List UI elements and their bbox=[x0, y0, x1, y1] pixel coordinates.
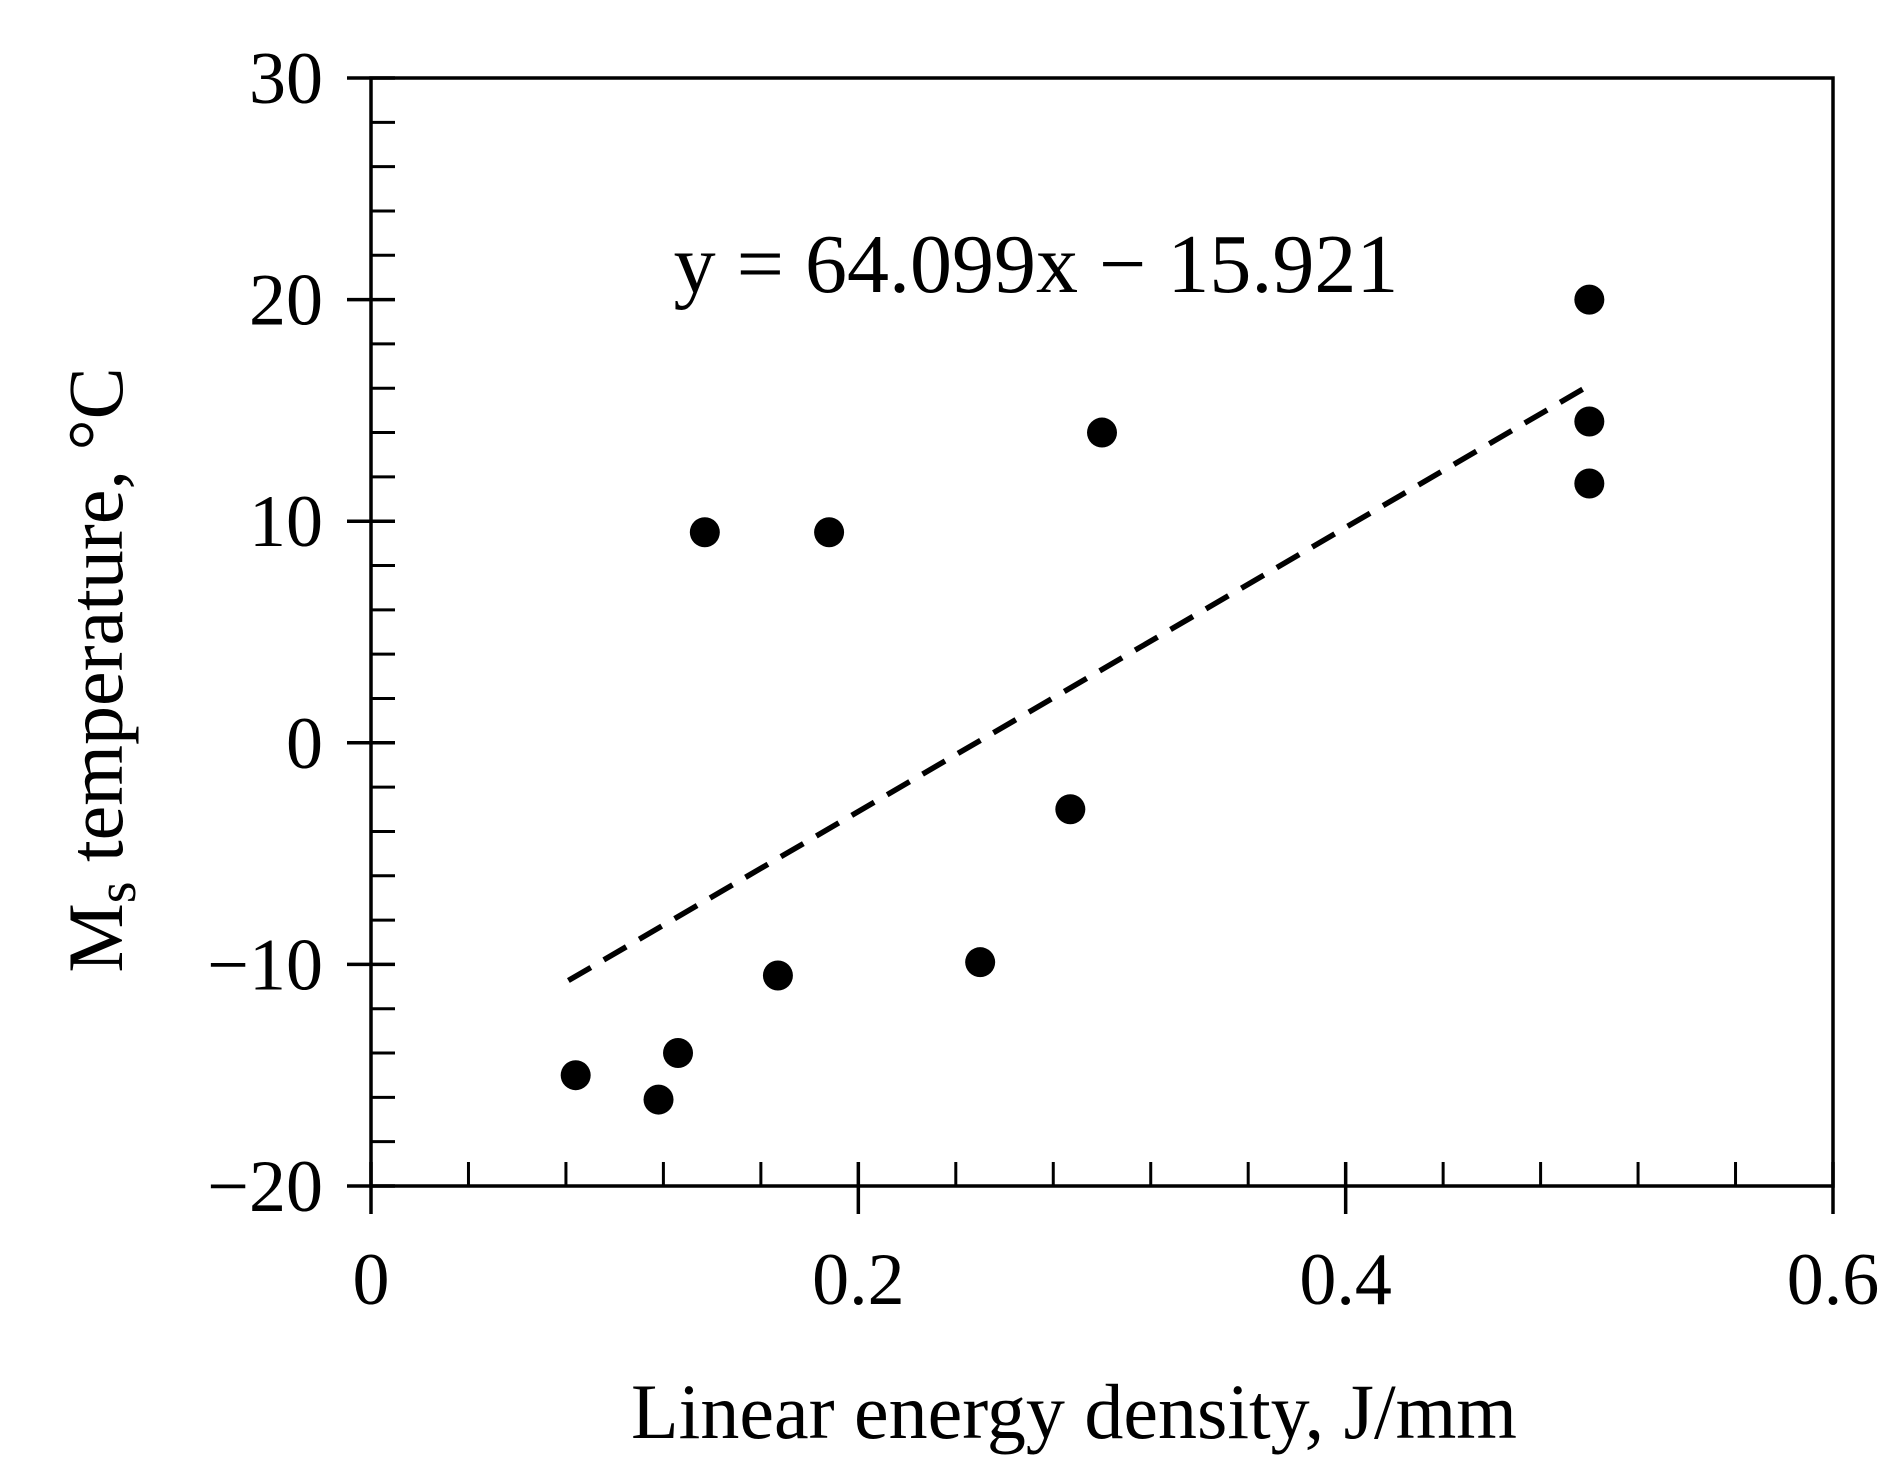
data-point bbox=[1087, 417, 1117, 448]
y-tick-labels: −20 −10 0 10 20 30 bbox=[207, 38, 323, 1228]
y-tick-label: 10 bbox=[249, 481, 323, 563]
trendline bbox=[566, 383, 1591, 983]
minor-ticks bbox=[371, 120, 1738, 1186]
x-tick-label: 0 bbox=[353, 1239, 390, 1321]
data-point bbox=[965, 947, 996, 978]
trendline-equation: y = 64.099x − 15.921 bbox=[674, 218, 1399, 311]
data-points bbox=[560, 284, 1605, 1115]
data-point bbox=[814, 517, 845, 548]
y-tick-label: −20 bbox=[207, 1146, 323, 1228]
y-axis-title-subscript: s bbox=[86, 882, 148, 904]
x-tick-label: 0.4 bbox=[1299, 1239, 1392, 1321]
y-tick-label: 30 bbox=[249, 38, 323, 120]
trendline-group bbox=[566, 383, 1591, 983]
data-point bbox=[1574, 406, 1605, 437]
y-tick-label: −10 bbox=[207, 924, 323, 1006]
y-axis-title: Ms temperature, °C bbox=[52, 367, 148, 972]
x-tick-labels: 0 0.2 0.4 0.6 bbox=[353, 1239, 1880, 1321]
plot-frame bbox=[369, 76, 1835, 1188]
data-point bbox=[762, 960, 793, 991]
data-point bbox=[1055, 794, 1086, 825]
data-point bbox=[689, 517, 720, 548]
data-point bbox=[663, 1038, 694, 1069]
data-point bbox=[560, 1060, 591, 1091]
y-tick-label: 20 bbox=[249, 260, 323, 342]
data-point bbox=[1574, 468, 1605, 499]
y-axis-title-rest: temperature, °C bbox=[52, 367, 139, 881]
data-point bbox=[643, 1084, 674, 1115]
x-tick-label: 0.2 bbox=[812, 1239, 905, 1321]
y-axis-title-main: M bbox=[52, 903, 139, 972]
data-point bbox=[1574, 284, 1605, 315]
x-axis-title: Linear energy density, J/mm bbox=[631, 1368, 1517, 1455]
x-tick-label: 0.6 bbox=[1787, 1239, 1880, 1321]
y-tick-label: 0 bbox=[286, 703, 323, 785]
